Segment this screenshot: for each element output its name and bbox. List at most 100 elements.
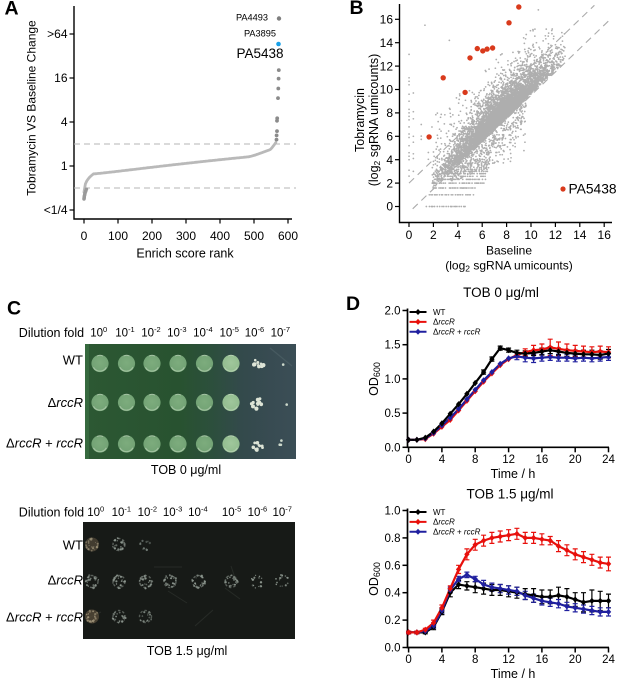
svg-text:24: 24 [602,654,615,666]
svg-text:10-5: 10-5 [222,505,241,520]
svg-text:10-5: 10-5 [219,325,238,340]
svg-text:Tobramycin VS Baseline Change: Tobramycin VS Baseline Change [25,20,39,196]
svg-text:1.5: 1.5 [385,340,401,352]
svg-text:TOB 0 μg/ml: TOB 0 μg/ml [151,463,221,477]
svg-text:Dilution fold: Dilution fold [19,326,84,340]
svg-text:TOB 1.5 μg/ml: TOB 1.5 μg/ml [466,487,553,502]
svg-text:10: 10 [380,83,394,97]
svg-text:16: 16 [536,454,549,466]
svg-text:ΔrccR + rccR: ΔrccR + rccR [6,436,83,451]
svg-text:D: D [346,293,360,315]
svg-text:0.2: 0.2 [385,615,401,627]
svg-text:16: 16 [536,654,549,666]
svg-text:16: 16 [598,228,612,242]
svg-text:Enrich score rank: Enrich score rank [136,247,234,261]
svg-text:>64: >64 [47,27,68,41]
svg-text:C: C [7,298,21,320]
svg-text:2.0: 2.0 [385,306,401,318]
svg-text:10-1: 10-1 [112,505,131,520]
svg-text:10-3: 10-3 [167,325,186,340]
svg-text:ΔrccR: ΔrccR [433,518,455,527]
svg-text:0: 0 [405,454,411,466]
svg-text:10-2: 10-2 [138,505,157,520]
svg-text:24: 24 [602,454,615,466]
svg-text:20: 20 [569,654,582,666]
svg-text:A: A [5,0,19,20]
svg-text:0: 0 [405,654,411,666]
svg-text:0.8: 0.8 [385,533,401,545]
svg-text:16: 16 [380,13,394,27]
svg-text:10-6: 10-6 [248,505,267,520]
svg-text:PA3895: PA3895 [244,29,276,39]
svg-text:1.0: 1.0 [385,506,401,518]
svg-text:12: 12 [549,228,563,242]
svg-text:100: 100 [87,505,104,520]
svg-text:ΔrccR + rccR: ΔrccR + rccR [433,528,481,537]
svg-text:400: 400 [210,229,230,243]
svg-text:WT: WT [433,308,446,317]
svg-text:0.4: 0.4 [385,588,402,600]
svg-text:WT: WT [433,508,446,517]
svg-text:4: 4 [386,153,393,167]
svg-text:PA5438: PA5438 [569,182,617,197]
svg-text:0: 0 [386,200,393,214]
svg-text:0.6: 0.6 [385,560,401,572]
svg-text:TOB 0 μg/ml: TOB 0 μg/ml [463,285,539,300]
svg-text:20: 20 [569,454,582,466]
svg-text:Time / h: Time / h [491,667,536,681]
svg-text:Time / h: Time / h [491,467,536,481]
svg-text:10: 10 [524,228,538,242]
svg-text:10-3: 10-3 [163,505,182,520]
svg-text:6: 6 [479,228,486,242]
svg-text:10-7: 10-7 [272,505,291,520]
svg-text:4: 4 [439,454,446,466]
svg-text:600: 600 [278,229,298,243]
svg-text:100: 100 [90,325,107,340]
svg-text:PA5438: PA5438 [236,46,283,61]
svg-text:10-4: 10-4 [188,505,207,520]
svg-text:ΔrccR + rccR: ΔrccR + rccR [433,328,481,337]
svg-text:4: 4 [454,228,461,242]
svg-text:14: 14 [380,36,394,50]
svg-text:(log2 sgRNA umicounts): (log2 sgRNA umicounts) [367,54,382,187]
svg-text:2: 2 [430,228,437,242]
svg-text:B: B [350,0,364,19]
svg-text:10-7: 10-7 [271,325,290,340]
svg-text:14: 14 [573,228,587,242]
svg-text:1: 1 [61,159,68,173]
svg-text:2: 2 [386,176,393,190]
svg-text:0: 0 [81,229,88,243]
svg-text:0.0: 0.0 [385,442,401,454]
svg-text:Dilution fold: Dilution fold [19,506,84,520]
svg-text:Tobramycin: Tobramycin [353,88,367,152]
svg-text:8: 8 [386,106,393,120]
svg-text:500: 500 [244,229,264,243]
svg-text:WT: WT [63,537,83,552]
svg-text:TOB 1.5 μg/ml: TOB 1.5 μg/ml [147,644,228,658]
svg-text:ΔrccR: ΔrccR [48,573,83,588]
svg-text:4: 4 [61,115,68,129]
svg-text:10-1: 10-1 [115,325,134,340]
svg-text:8: 8 [472,654,478,666]
svg-text:0.0: 0.0 [385,643,401,655]
svg-text:100: 100 [108,229,128,243]
svg-text:ΔrccR + rccR: ΔrccR + rccR [6,610,83,625]
svg-text:<1/4: <1/4 [44,203,68,217]
svg-text:16: 16 [54,71,68,85]
svg-text:10-4: 10-4 [193,325,212,340]
svg-text:4: 4 [439,654,446,666]
svg-text:0.5: 0.5 [385,408,401,420]
svg-text:1.0: 1.0 [385,374,401,386]
svg-text:PA4493: PA4493 [236,13,268,23]
svg-text:(log2 sgRNA umicounts): (log2 sgRNA umicounts) [445,259,572,274]
svg-text:12: 12 [380,59,394,73]
svg-text:12: 12 [502,654,515,666]
svg-text:10-2: 10-2 [141,325,160,340]
svg-text:10-6: 10-6 [245,325,264,340]
svg-text:Baseline: Baseline [486,244,532,258]
svg-text:ΔrccR: ΔrccR [48,395,83,410]
svg-text:WT: WT [63,353,83,368]
svg-text:0: 0 [406,228,413,242]
svg-text:8: 8 [472,454,478,466]
svg-text:ΔrccR: ΔrccR [433,318,455,327]
